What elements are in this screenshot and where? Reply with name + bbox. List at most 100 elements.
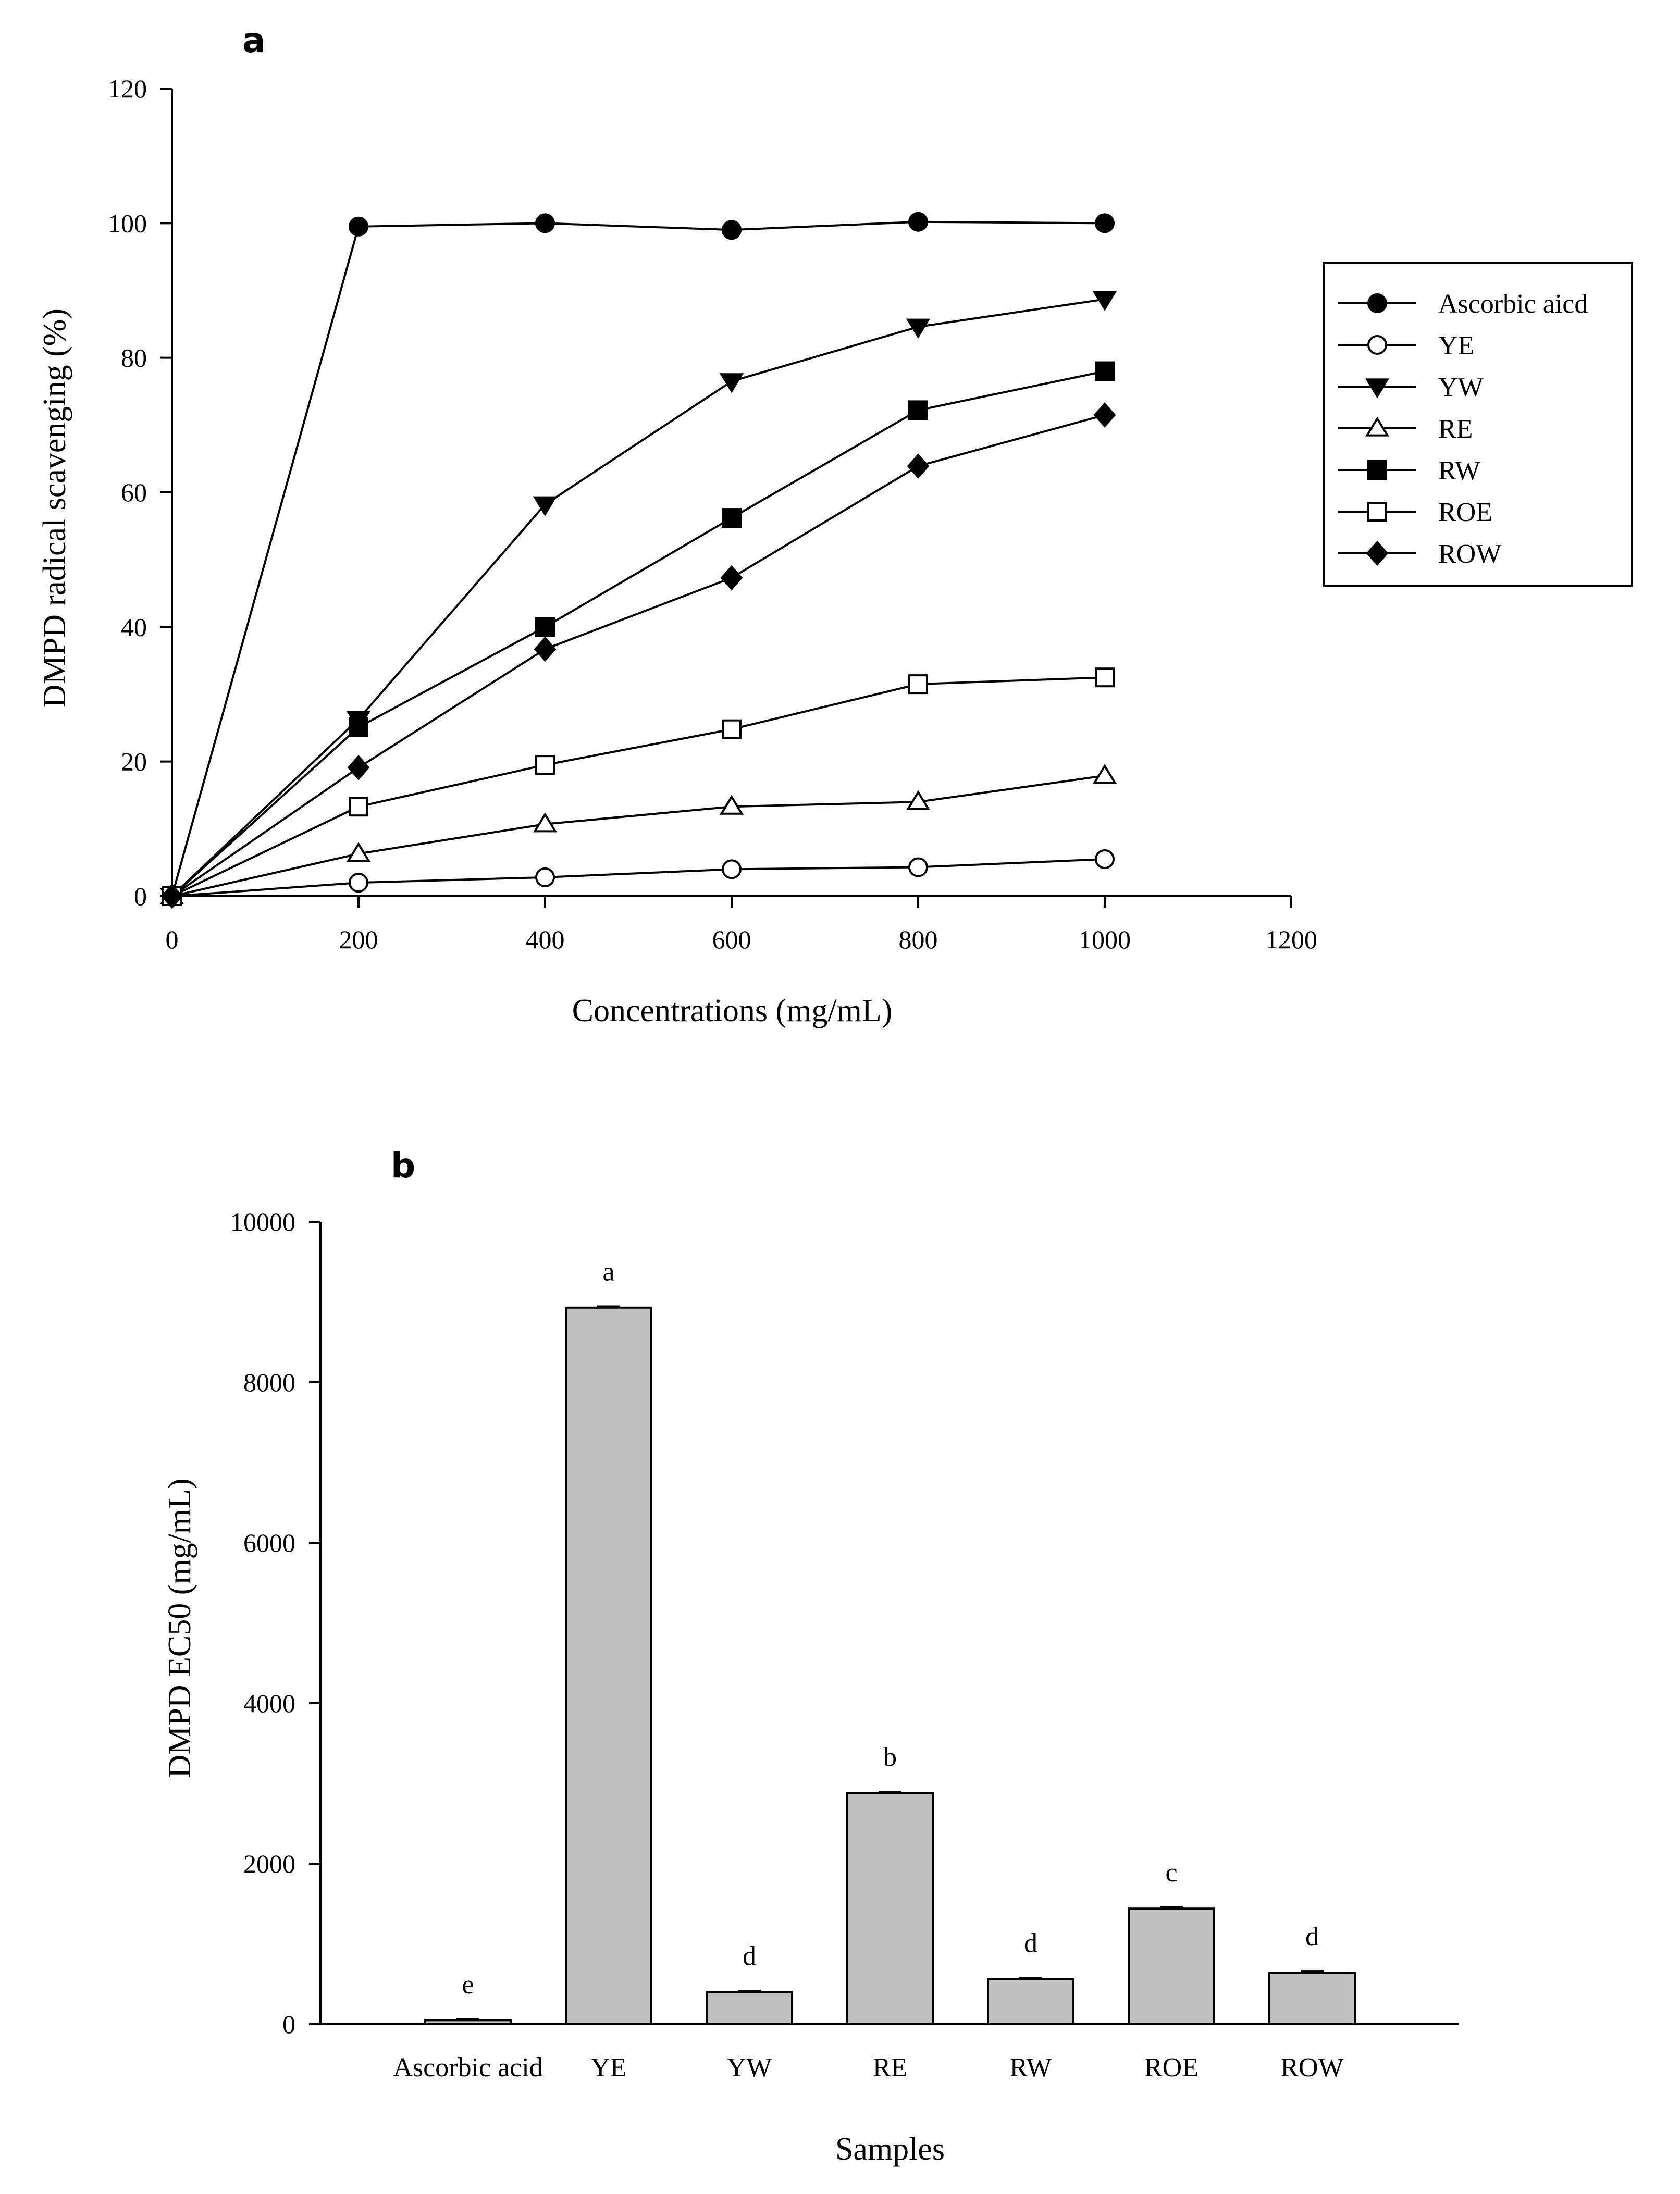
legend-label-0: Ascorbic aicd (1438, 289, 1588, 319)
bar-significance-letter-0: e (462, 1970, 474, 2000)
panel-a-series-lines (171, 220, 1105, 897)
series-1-point (908, 857, 928, 877)
panel-a-y-tick-label: 80 (121, 343, 147, 373)
series-line-2 (171, 298, 1105, 897)
series-line-3 (171, 774, 1105, 897)
legend-marker-6 (1366, 540, 1389, 566)
series-2-point (533, 496, 558, 516)
panel-b-y-tick-label: 10000 (230, 1207, 295, 1236)
legend-marker-5 (1367, 502, 1387, 522)
series-3-point (1092, 764, 1117, 784)
bar-significance-letter-1: a (602, 1257, 614, 1286)
series-3-point (906, 790, 931, 810)
panel-a-y-tick-label: 0 (134, 882, 147, 911)
legend-label-1: YE (1438, 331, 1474, 361)
legend-marker-0 (1367, 293, 1387, 313)
bar-significance-letter-6: d (1305, 1922, 1319, 1952)
series-2-point (1092, 291, 1117, 311)
series-2-point (906, 318, 931, 339)
bar-5 (1128, 1907, 1215, 2025)
panel-b-category-label-5: ROE (1144, 2053, 1199, 2083)
panel-a-x-tick-label: 0 (166, 925, 179, 954)
panel-a-label: a (242, 20, 266, 60)
series-1-point (722, 859, 742, 879)
legend-marker-2 (1365, 378, 1390, 399)
series-3-point (533, 812, 558, 833)
panel-a-y-tick-label: 120 (108, 74, 147, 103)
series-2-point (719, 373, 744, 393)
series-1-point (349, 873, 368, 893)
series-4-point (349, 717, 368, 737)
panel-b-x-axis-label: Samples (835, 2131, 945, 2167)
panel-b-y-tick-label: 2000 (243, 1849, 295, 1878)
bar-significance-letter-5: c (1165, 1858, 1177, 1888)
legend-marker-4 (1367, 460, 1387, 480)
series-4-point (535, 617, 555, 637)
panel-b-y-tick-label: 0 (282, 2010, 295, 2039)
panel-b-category-label-2: YW (727, 2053, 772, 2083)
panel-a-x-tick-label: 400 (526, 925, 565, 954)
panel-a-y-tick-label: 40 (121, 612, 147, 641)
bar-1 (565, 1306, 652, 2025)
panel-b-category-label-0: Ascorbic acid (393, 2053, 542, 2083)
legend-label-6: ROW (1438, 539, 1501, 569)
panel-a-x-tick-label: 600 (712, 925, 751, 954)
series-line-6 (171, 414, 1105, 897)
legend-label-4: RW (1438, 456, 1480, 486)
series-0-point (1095, 213, 1115, 233)
panel-a-x-axis-label: Concentrations (mg/mL) (572, 993, 893, 1028)
panel-a-legend: Ascorbic aicd YE YW RE RW ROE ROW (1323, 262, 1633, 587)
bar-significance-letter-4: d (1024, 1928, 1037, 1958)
series-0-point (722, 220, 742, 240)
panel-a-x-tick-label: 1200 (1265, 925, 1317, 954)
panel-b-axes: 0 2000 4000 6000 8000 10000 Ascorbic acid YE YW R… (230, 1207, 1459, 2083)
bar-0 (424, 2019, 512, 2026)
panel-a-x-tick-label: 200 (339, 925, 378, 954)
series-line-5 (171, 676, 1105, 897)
series-0-point (908, 212, 928, 232)
panel-b-category-label-6: ROW (1280, 2053, 1343, 2083)
bar-6 (1268, 1972, 1356, 2025)
series-6-point (347, 755, 370, 780)
panel-b-y-axis-label: DMPD EC50 (mg/mL) (162, 1478, 197, 1778)
series-line-0 (171, 220, 1105, 897)
series-1-point (1095, 849, 1115, 869)
bar-significance-letter-2: d (743, 1941, 756, 1971)
series-4-point (722, 508, 742, 528)
series-5-point (1095, 667, 1115, 688)
panel-b-category-label-1: YE (590, 2053, 626, 2083)
series-6-point (1093, 402, 1116, 428)
series-3-point (346, 842, 371, 862)
bar-2 (706, 1991, 793, 2025)
series-0-point (535, 213, 555, 233)
panel-b-bars: e a d b d c d (424, 1257, 1356, 2026)
bar-4 (987, 1978, 1074, 2026)
series-3-point (719, 795, 744, 815)
series-6-point (534, 636, 557, 662)
series-5-point (722, 719, 742, 739)
series-1-point (535, 867, 555, 887)
series-5-point (349, 797, 368, 817)
panel-a-markers (159, 212, 1117, 909)
panel-b-label: b (391, 1146, 415, 1186)
legend-marker-1 (1367, 335, 1387, 355)
series-4-point (908, 400, 928, 420)
series-line-1 (171, 858, 1105, 897)
series-4-point (1095, 361, 1115, 381)
panel-a-y-axis-label: DMPD radical scavenging (%) (37, 308, 72, 708)
bar-significance-letter-3: b (883, 1742, 897, 1772)
legend-marker-3 (1365, 416, 1390, 437)
legend-label-3: RE (1438, 414, 1473, 444)
legend-label-2: YW (1438, 373, 1484, 402)
series-0-point (349, 216, 368, 237)
series-line-4 (171, 370, 1105, 897)
panel-b-y-tick-label: 8000 (243, 1368, 295, 1397)
panel-b-category-label-3: RE (873, 2053, 907, 2083)
panel-a-line-chart: a DMPD radical scavenging (%) Concentrat… (37, 20, 1633, 1028)
series-5-point (535, 755, 555, 775)
panel-b-y-tick-label: 4000 (243, 1689, 295, 1718)
series-6-point (720, 565, 743, 591)
legend-label-5: ROE (1438, 498, 1492, 527)
bar-3 (846, 1792, 934, 2025)
